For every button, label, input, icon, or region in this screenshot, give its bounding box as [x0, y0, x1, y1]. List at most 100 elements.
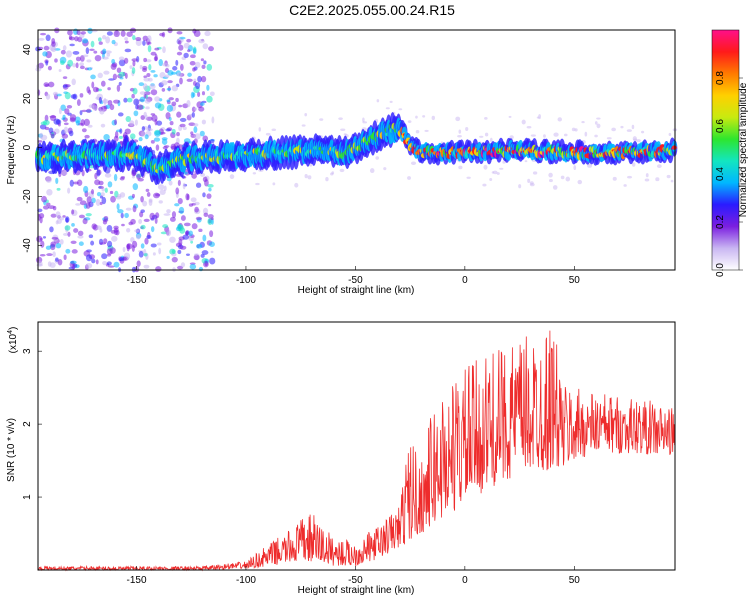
heatmap-cell	[36, 235, 43, 243]
heatmap-cell	[203, 212, 209, 218]
heatmap-cell	[190, 131, 194, 135]
heatmap-cell	[59, 239, 64, 245]
heatmap-cell	[154, 118, 158, 126]
heatmap-cell	[121, 223, 125, 227]
heatmap-cell	[106, 248, 113, 255]
heatmap-cell	[584, 131, 588, 137]
heatmap-cell	[206, 63, 213, 71]
heatmap-cell	[198, 38, 205, 44]
heatmap-cell	[99, 195, 103, 199]
heatmap-cell	[527, 178, 531, 183]
heatmap-cell	[192, 28, 197, 34]
heatmap-cell	[148, 64, 152, 71]
heatmap-cell	[198, 228, 203, 233]
heatmap-cell	[138, 251, 144, 258]
heatmap-cell	[69, 43, 75, 47]
heatmap-cell	[455, 116, 461, 122]
heatmap-cell	[126, 243, 133, 250]
heatmap-cell	[139, 96, 146, 103]
heatmap-cell	[179, 123, 186, 128]
heatmap-cell	[146, 235, 152, 239]
heatmap-cell	[94, 54, 102, 62]
heatmap-cell	[192, 67, 196, 72]
heatmap-cell	[64, 108, 70, 115]
heatmap-cell	[55, 257, 59, 262]
heatmap-cell	[178, 206, 185, 214]
heatmap-cell	[172, 267, 176, 272]
heatmap-cell	[138, 136, 143, 142]
heatmap-cell	[126, 31, 133, 37]
heatmap-cell	[193, 126, 198, 134]
heatmap-cell	[159, 189, 166, 196]
heatmap-cell	[530, 134, 536, 137]
heatmap-cell	[171, 249, 176, 255]
heatmap-cell	[178, 238, 183, 247]
heatmap-cell	[45, 34, 51, 42]
heatmap-cell	[194, 253, 198, 257]
heatmap-cell	[573, 165, 577, 171]
heatmap-cell	[271, 128, 277, 132]
heatmap-cell	[85, 254, 93, 262]
heatmap-cell	[135, 36, 142, 42]
heatmap-cell	[108, 78, 115, 81]
heatmap-cell	[150, 226, 155, 233]
heatmap-cell	[132, 87, 138, 95]
heatmap-cell	[166, 99, 171, 103]
heatmap-cell	[39, 254, 46, 257]
heatmap-cell	[62, 76, 68, 79]
heatmap-cell	[76, 30, 81, 36]
heatmap-cell	[83, 185, 89, 194]
heatmap-cell	[120, 30, 126, 37]
heatmap-cell	[111, 235, 118, 242]
heatmap-cell	[64, 225, 71, 231]
heatmap-cell	[201, 250, 209, 255]
heatmap-cell	[139, 91, 146, 95]
heatmap-cell	[86, 108, 92, 113]
heatmap-cell	[154, 53, 158, 62]
y-tick-label: 40	[22, 44, 33, 56]
heatmap-cell	[90, 40, 95, 48]
heatmap-cell	[201, 91, 206, 96]
heatmap-cell	[76, 99, 81, 106]
heatmap-cell	[42, 236, 47, 239]
heatmap-cell	[52, 205, 57, 211]
heatmap-cell	[85, 47, 90, 55]
heatmap-cell	[194, 201, 200, 206]
heatmap-cell	[55, 220, 59, 225]
heatmap-cell	[142, 83, 148, 91]
y-tick-label: 2	[22, 421, 33, 427]
heatmap-cell	[95, 198, 101, 207]
heatmap-cell	[75, 56, 81, 62]
heatmap-cell	[129, 133, 136, 140]
heatmap-cell	[177, 224, 184, 232]
colorbar-tick-label: 0.8	[715, 71, 726, 85]
snr-x-label: Height of straight line (km)	[298, 585, 415, 596]
heatmap-cell	[142, 40, 146, 46]
heatmap-cell	[143, 218, 150, 223]
heatmap-cell	[502, 160, 506, 164]
heatmap-cell	[147, 45, 152, 53]
heatmap-cell	[47, 65, 52, 71]
heatmap-cell	[98, 88, 102, 92]
heatmap-cell	[491, 171, 495, 174]
heatmap-cell	[208, 203, 212, 207]
heatmap-cell	[69, 114, 77, 122]
heatmap-cell	[72, 50, 80, 55]
heatmap-cell	[422, 115, 426, 118]
heatmap-cell	[192, 92, 196, 98]
heatmap-cell	[124, 40, 129, 44]
heatmap-cell	[626, 129, 632, 132]
heatmap-cell	[122, 256, 127, 261]
heatmap-cell	[166, 229, 172, 237]
spectrogram-y-label: Frequency (Hz)	[6, 116, 17, 185]
heatmap-cell	[166, 87, 172, 91]
heatmap-cell	[40, 32, 47, 36]
heatmap-cell	[91, 81, 95, 89]
heatmap-cell	[596, 123, 601, 129]
heatmap-cell	[91, 197, 96, 204]
heatmap-cell	[407, 176, 411, 180]
heatmap-cell	[484, 117, 488, 120]
heatmap-cell	[163, 185, 167, 192]
heatmap-cell	[118, 56, 125, 61]
